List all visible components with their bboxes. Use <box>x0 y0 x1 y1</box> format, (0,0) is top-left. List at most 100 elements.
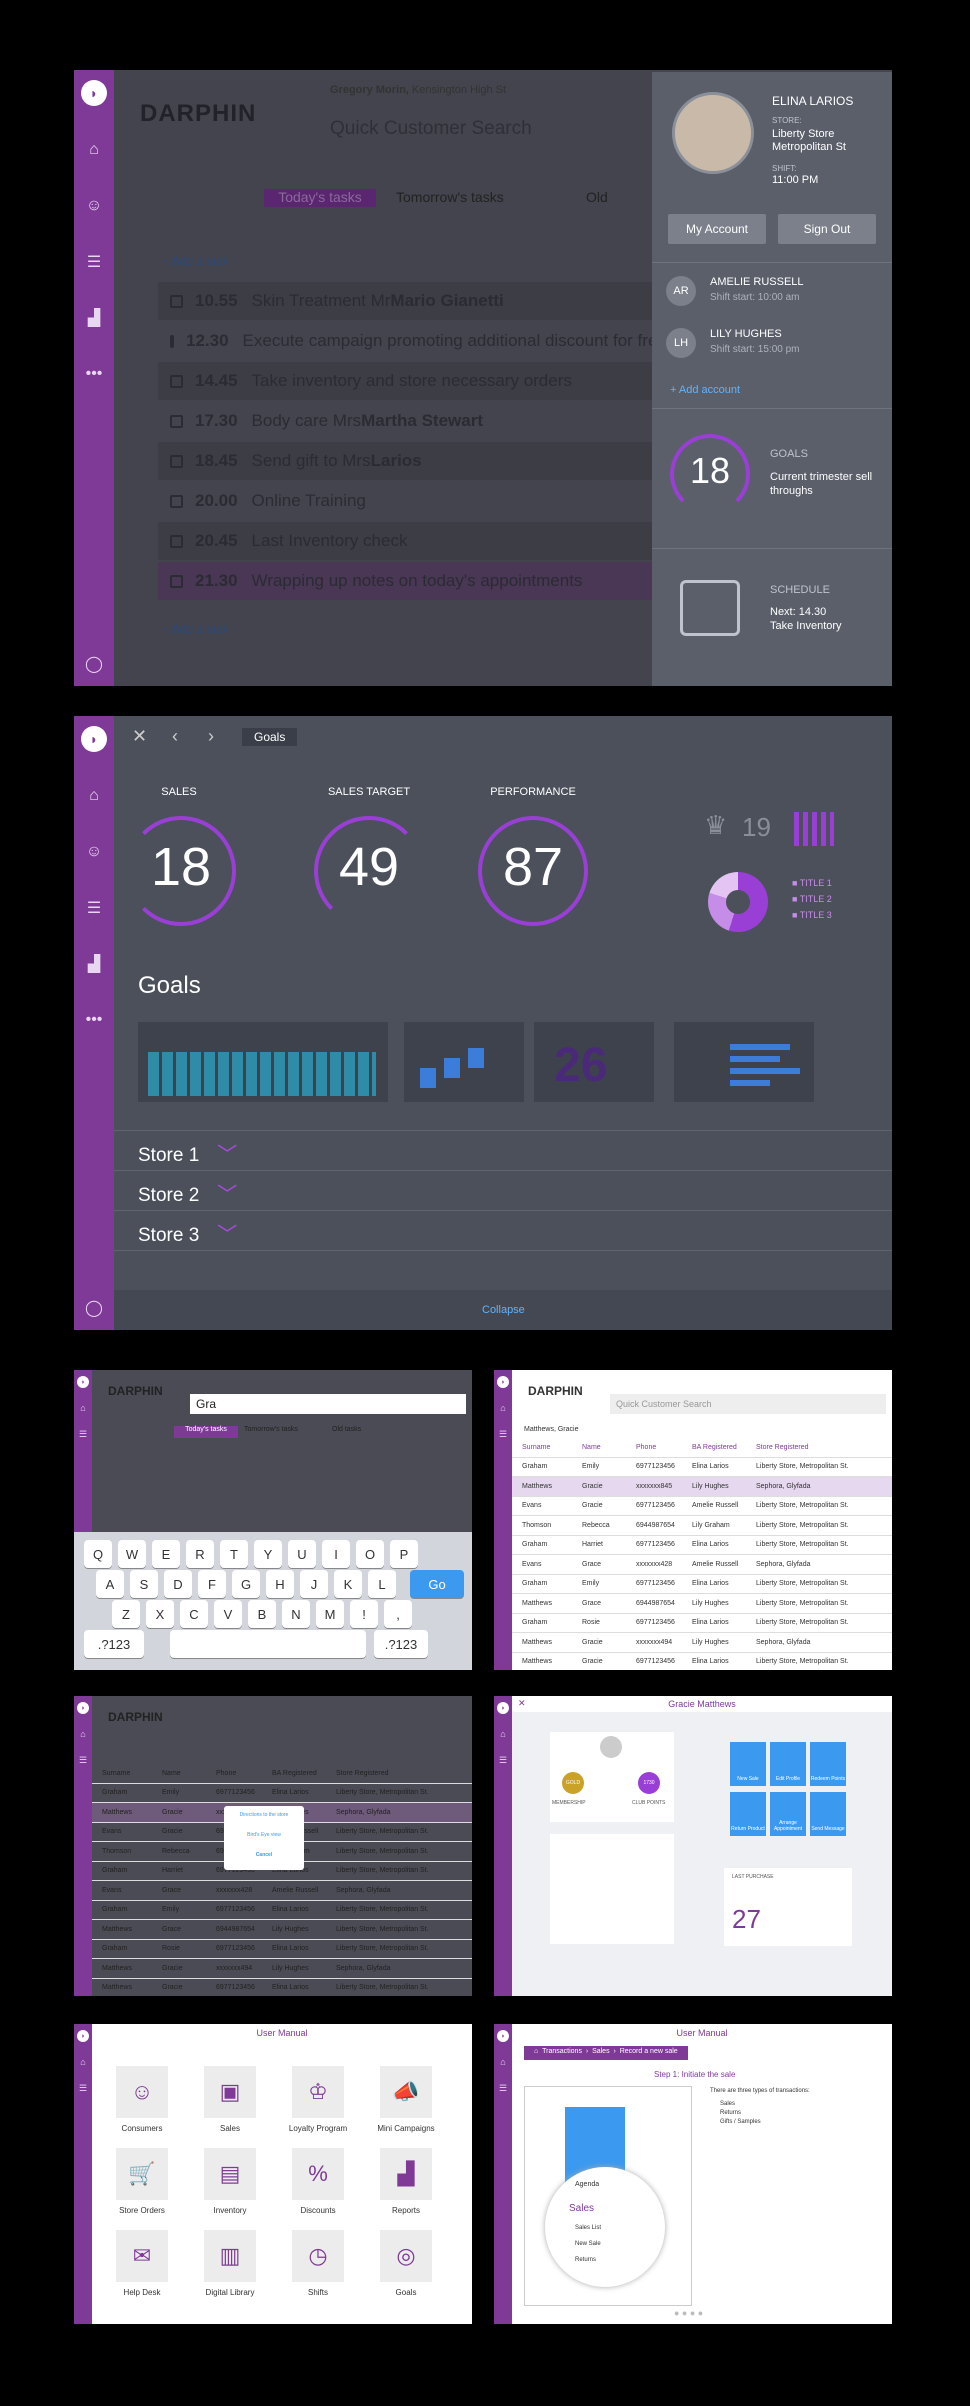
app-logo-icon[interactable]: ◗ <box>497 1702 509 1714</box>
list-icon[interactable]: ☰ <box>78 1428 88 1439</box>
directions-option[interactable]: Directions to the store <box>239 1812 289 1818</box>
task-row[interactable]: 20.45 Last Inventory check <box>158 522 718 560</box>
table-row[interactable]: Graham Emily 6977123456 Elina Larios Liberty… <box>92 1901 472 1920</box>
task-row[interactable]: 20.00 Online Training <box>158 482 366 520</box>
user-icon[interactable]: ◯ <box>85 1300 103 1317</box>
key-t[interactable]: T <box>220 1540 248 1568</box>
column-header[interactable]: Surname <box>522 1443 551 1451</box>
task-row[interactable]: 10.55 Skin Treatment Mr Mario Gianetti <box>158 282 718 320</box>
column-header[interactable]: Surname <box>102 1769 131 1777</box>
key-d[interactable]: D <box>164 1570 192 1598</box>
checkbox[interactable] <box>170 494 183 508</box>
sign-out-button[interactable]: Sign Out <box>778 214 876 244</box>
home-icon[interactable]: ⌂ <box>80 1403 86 1413</box>
manual-tile[interactable]: ▟ <box>380 2148 432 2200</box>
app-logo-icon[interactable]: ◗ <box>81 80 107 106</box>
key-f[interactable]: F <box>198 1570 226 1598</box>
column-header[interactable]: BA Registered <box>692 1443 737 1451</box>
tab-today[interactable]: Today's tasks <box>174 1426 238 1438</box>
manual-tile[interactable]: ☺ <box>116 2066 168 2118</box>
key-o[interactable]: O <box>356 1540 384 1568</box>
column-header[interactable]: Store Registered <box>756 1443 809 1451</box>
key-g[interactable]: G <box>232 1570 260 1598</box>
key-row3[interactable]: C <box>180 1600 208 1628</box>
add-task-link-bottom[interactable]: + Add a task <box>162 622 229 636</box>
key-row3[interactable]: N <box>282 1600 310 1628</box>
key-s[interactable]: S <box>130 1570 158 1598</box>
consumers-icon[interactable]: ☺ <box>85 197 103 214</box>
list-icon[interactable]: ☰ <box>78 2082 88 2093</box>
more-icon[interactable]: ••• <box>85 365 103 382</box>
add-task-link[interactable]: + Add a task <box>162 254 229 268</box>
manual-tile[interactable]: ▣ <box>204 2066 256 2118</box>
column-header[interactable]: Name <box>162 1769 181 1777</box>
manual-tile[interactable]: ▥ <box>204 2230 256 2282</box>
home-icon[interactable]: ⌂ <box>500 1403 506 1413</box>
store-row[interactable]: Store 3 ﹀ <box>138 1224 238 1246</box>
reports-icon[interactable]: ▟ <box>87 310 101 327</box>
key-y[interactable]: Y <box>254 1540 282 1568</box>
home-icon[interactable]: ⌂ <box>89 787 99 804</box>
search-input[interactable]: Gra <box>190 1394 466 1414</box>
numbers-key[interactable]: .?123 <box>374 1630 428 1658</box>
action-tile[interactable]: Return Product <box>730 1792 766 1836</box>
key-row3[interactable]: X <box>146 1600 174 1628</box>
table-row[interactable]: Matthews Gracie 6977123456 Elina Larios Libe… <box>512 1653 892 1671</box>
key-row3[interactable]: ! <box>350 1600 378 1628</box>
checkbox[interactable] <box>170 534 183 548</box>
app-logo-icon[interactable]: ◗ <box>77 2030 89 2042</box>
reports-icon[interactable]: ▟ <box>87 956 101 973</box>
tab-goals[interactable]: Goals <box>242 728 298 746</box>
table-row[interactable]: Graham Rosie 6977123456 Elina Larios Liberty… <box>92 1940 472 1959</box>
home-icon[interactable]: ⌂ <box>500 2057 506 2067</box>
key-r[interactable]: R <box>186 1540 214 1568</box>
app-logo-icon[interactable]: ◗ <box>497 1376 509 1388</box>
list-icon[interactable]: ☰ <box>78 1754 88 1765</box>
column-header[interactable]: Phone <box>216 1769 237 1777</box>
action-tile[interactable]: New Sale <box>730 1742 766 1786</box>
manual-tile[interactable]: 📣 <box>380 2066 432 2118</box>
key-w[interactable]: W <box>118 1540 146 1568</box>
action-tile[interactable]: Edit Profile <box>770 1742 806 1786</box>
key-row3[interactable]: , <box>384 1600 412 1628</box>
pager-dots[interactable]: ● ● ● ● <box>674 2308 704 2318</box>
key-k[interactable]: K <box>334 1570 362 1598</box>
action-tile[interactable]: Arrange Appointment <box>770 1792 806 1836</box>
my-account-button[interactable]: My Account <box>668 214 766 244</box>
search-input[interactable]: Quick Customer Search <box>610 1394 886 1414</box>
table-row[interactable]: Matthews Gracie xxxxxxx845 Lily Hughes Sepho… <box>512 1477 892 1497</box>
app-logo-icon[interactable]: ◗ <box>77 1702 89 1714</box>
checkbox[interactable] <box>170 454 183 468</box>
task-row[interactable]: 14.45 Take inventory and store necessary … <box>158 362 718 400</box>
table-row[interactable]: Matthews Gracie 6977123456 Elina Larios Libe… <box>92 1979 472 1997</box>
store-row[interactable]: Store 1 ﹀ <box>138 1144 238 1166</box>
manual-tile[interactable]: ◎ <box>380 2230 432 2282</box>
account-item[interactable]: AR AMELIE RUSSELL Shift start: 10:00 am <box>666 272 886 312</box>
table-row[interactable]: Matthews Grace 6944987654 Lily Hughes Libert… <box>92 1920 472 1940</box>
manual-tile[interactable]: 🛒 <box>116 2148 168 2200</box>
table-row[interactable]: Graham Harriet 6977123456 Elina Larios Liber… <box>512 1536 892 1555</box>
table-row[interactable]: Thomson Rebecca 6944987654 Lily Graham Liber… <box>512 1516 892 1536</box>
table-row[interactable]: Evans Grace xxxxxxx428 Amelie Russell Sephor… <box>92 1881 472 1901</box>
close-icon[interactable]: ✕ <box>518 1698 526 1708</box>
table-row[interactable]: Graham Rosie 6977123456 Elina Larios Liberty… <box>512 1614 892 1633</box>
manual-tile[interactable]: % <box>292 2148 344 2200</box>
add-account-link[interactable]: + Add account <box>670 384 741 396</box>
checkbox[interactable] <box>170 294 183 308</box>
app-logo-icon[interactable]: ◗ <box>77 1376 89 1388</box>
app-logo-icon[interactable]: ◗ <box>81 726 107 752</box>
space-key[interactable] <box>170 1630 366 1658</box>
tab-tomorrow[interactable]: Tomorrow's tasks <box>396 189 504 205</box>
action-tile[interactable]: Redeem Points <box>810 1742 846 1786</box>
table-row[interactable]: Graham Emily 6977123456 Elina Larios Liberty… <box>92 1784 472 1803</box>
manual-tile[interactable]: ◷ <box>292 2230 344 2282</box>
task-row[interactable]: 18.45 Send gift to Mrs Larios <box>158 442 718 480</box>
key-row3[interactable]: M <box>316 1600 344 1628</box>
action-tile[interactable]: Send Message <box>810 1792 846 1836</box>
key-u[interactable]: U <box>288 1540 316 1568</box>
table-row[interactable]: Graham Harriet 6977123456 Elina Larios Liber… <box>92 1862 472 1881</box>
key-a[interactable]: A <box>96 1570 124 1598</box>
key-e[interactable]: E <box>152 1540 180 1568</box>
table-row[interactable]: Graham Emily 6977123456 Elina Larios Liberty… <box>512 1458 892 1477</box>
list-icon[interactable]: ☰ <box>498 1428 508 1439</box>
